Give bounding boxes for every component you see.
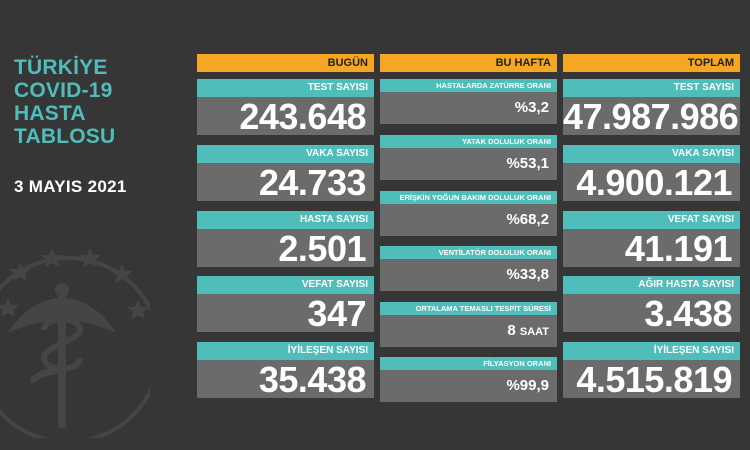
- week-bed-occupancy-card: YATAK DOLULUK ORANI %53,1: [380, 135, 557, 180]
- today-patient-card: HASTA SAYISI 2.501: [197, 211, 374, 269]
- card-label: YATAK DOLULUK ORANI: [380, 135, 557, 148]
- card-value: %53,1: [380, 148, 557, 180]
- card-value: 3.438: [563, 294, 740, 334]
- card-value: %3,2: [380, 92, 557, 124]
- contact-time-value: 8: [507, 322, 516, 339]
- report-date: 3 MAYIS 2021: [14, 177, 127, 196]
- card-value: 47.987.986: [563, 96, 740, 137]
- card-label: İYİLEŞEN SAYISI: [197, 342, 374, 360]
- card-label: HASTA SAYISI: [197, 211, 374, 229]
- title-line: TÜRKİYE: [14, 56, 108, 79]
- card-label: VEFAT SAYISI: [563, 211, 740, 229]
- total-death-card: VEFAT SAYISI 41.191: [563, 211, 740, 269]
- card-value: %33,8: [380, 259, 557, 291]
- week-pneumonia-card: HASTALARDA ZATÜRRE ORANI %3,2: [380, 79, 557, 124]
- title-line: TABLOSU: [14, 125, 116, 148]
- card-label: ORTALAMA TEMASLI TESPİT SÜRESİ: [380, 302, 557, 315]
- card-label: İYİLEŞEN SAYISI: [563, 342, 740, 360]
- today-case-card: VAKA SAYISI 24.733: [197, 145, 374, 203]
- total-header: TOPLAM: [563, 54, 740, 72]
- card-value: 243.648: [197, 97, 374, 137]
- card-label: VENTİLATÖR DOLULUK ORANI: [380, 246, 557, 259]
- contact-time-unit: SAAT: [519, 326, 549, 338]
- card-value: 2.501: [197, 229, 374, 269]
- card-value: 35.438: [197, 360, 374, 400]
- week-icu-occupancy-card: ERİŞKİN YOĞUN BAKIM DOLULUK ORANI %68,2: [380, 191, 557, 236]
- today-recovered-card: İYİLEŞEN SAYISI 35.438: [197, 342, 374, 400]
- page-title: TÜRKİYE COVID-19 HASTA TABLOSU: [14, 56, 164, 148]
- week-header: BU HAFTA: [380, 54, 557, 72]
- today-death-card: VEFAT SAYISI 347: [197, 276, 374, 334]
- card-value: 4.900.121: [563, 163, 740, 203]
- card-label: AĞIR HASTA SAYISI: [563, 276, 740, 294]
- week-column: BU HAFTA HASTALARDA ZATÜRRE ORANI %3,2 Y…: [380, 54, 557, 402]
- total-severe-card: AĞIR HASTA SAYISI 3.438: [563, 276, 740, 334]
- card-label: VEFAT SAYISI: [197, 276, 374, 294]
- title-line: COVID-19: [14, 79, 113, 102]
- week-contact-time-card: ORTALAMA TEMASLI TESPİT SÜRESİ 8 SAAT: [380, 302, 557, 347]
- today-header: BUGÜN: [197, 54, 374, 72]
- card-label: ERİŞKİN YOĞUN BAKIM DOLULUK ORANI: [380, 191, 557, 204]
- card-value: %68,2: [380, 204, 557, 236]
- card-label: TEST SAYISI: [563, 79, 740, 97]
- card-value: 8 SAAT: [380, 315, 557, 347]
- title-line: HASTA: [14, 102, 86, 125]
- card-label: VAKA SAYISI: [563, 145, 740, 163]
- card-value: 4.515.819: [563, 360, 740, 400]
- total-case-card: VAKA SAYISI 4.900.121: [563, 145, 740, 203]
- card-label: TEST SAYISI: [197, 79, 374, 97]
- card-label: VAKA SAYISI: [197, 145, 374, 163]
- week-ventilator-card: VENTİLATÖR DOLULUK ORANI %33,8: [380, 246, 557, 291]
- today-column: BUGÜN TEST SAYISI 243.648 VAKA SAYISI 24…: [197, 54, 374, 400]
- today-test-card: TEST SAYISI 243.648: [197, 79, 374, 137]
- total-column: TOPLAM TEST SAYISI 47.987.986 VAKA SAYIS…: [563, 54, 740, 400]
- card-value: 347: [197, 294, 374, 334]
- total-test-card: TEST SAYISI 47.987.986: [563, 79, 740, 137]
- card-value: 24.733: [197, 163, 374, 203]
- card-value: 41.191: [563, 229, 740, 269]
- card-value: %99,9: [380, 370, 557, 402]
- card-label: HASTALARDA ZATÜRRE ORANI: [380, 79, 557, 92]
- card-label: FİLYASYON ORANI: [380, 357, 557, 370]
- ministry-of-health-emblem-icon: [0, 248, 150, 438]
- total-recovered-card: İYİLEŞEN SAYISI 4.515.819: [563, 342, 740, 400]
- week-filiation-card: FİLYASYON ORANI %99,9: [380, 357, 557, 402]
